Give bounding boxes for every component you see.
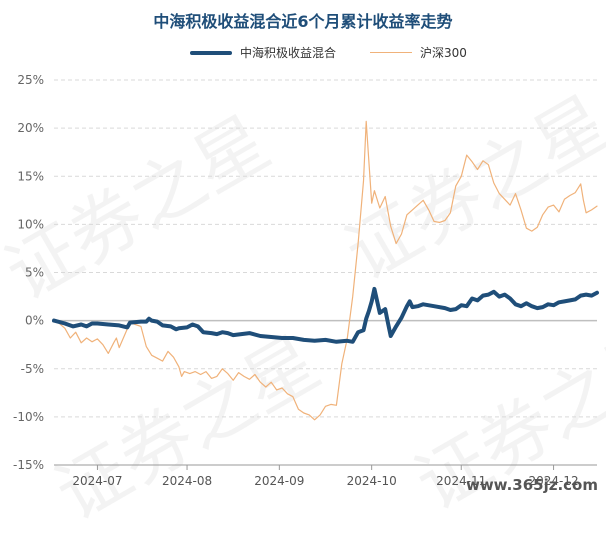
x-tick-label: 2024-08 [162,474,212,488]
series-line-fund [52,286,599,344]
y-tick-label: 10% [17,217,44,231]
y-tick-label: 20% [17,121,44,135]
legend-swatch-fund [190,50,232,55]
legend-item-index[interactable]: 沪深300 [370,44,467,61]
chart-title: 中海积极收益混合近6个月累计收益率走势 [153,12,453,31]
y-tick-label: 25% [17,73,44,87]
x-tick-label: 2024-09 [254,474,304,488]
chart-legend: 中海积极收益混合 沪深300 [0,44,606,62]
legend-item-fund[interactable]: 中海积极收益混合 [190,44,336,61]
y-tick-label: -10% [13,410,44,424]
series-line-index [53,120,598,421]
y-tick-label: -15% [13,458,44,472]
line-chart: 25% 20% 15% 10% 5% 0% -5% -10% -15% 2024-07 2024-0… [13,73,599,488]
site-watermark: www.365jz.com [465,476,598,494]
x-tick-label: 2024-11 [436,474,486,488]
y-tick-label: 0% [25,314,44,328]
y-tick-label: 5% [25,266,44,280]
y-tick-label: -5% [21,362,44,376]
legend-label-fund: 中海积极收益混合 [240,46,337,60]
legend-label-index: 沪深300 [420,46,467,60]
x-tick-label: 2024-10 [347,474,397,488]
y-tick-label: 15% [17,169,44,183]
legend-swatch-index [370,52,412,53]
x-tick-label: 2024-12 [528,474,578,488]
x-tick-label: 2024-07 [72,474,122,488]
